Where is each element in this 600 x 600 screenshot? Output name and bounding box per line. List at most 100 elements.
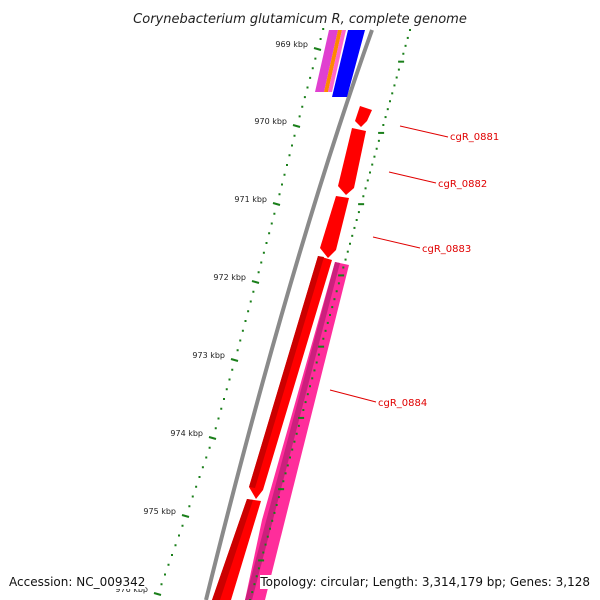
scale-dot (239, 339, 242, 342)
scale-dot (257, 271, 260, 274)
outer-scale-dot (295, 432, 298, 435)
outer-scale-dot (297, 424, 300, 427)
scale-dot (288, 154, 291, 157)
kbp-tick (230, 358, 239, 362)
outer-scale-dot (337, 282, 340, 285)
outer-scale-dot (324, 329, 327, 332)
outer-scale-dot (351, 234, 354, 237)
outer-scale-dot (404, 44, 407, 47)
outer-scale-dot (395, 76, 398, 79)
outer-scale-dot (291, 448, 294, 451)
gene-arrow (355, 106, 372, 127)
kbp-tick (181, 514, 190, 518)
scale-dot (306, 86, 309, 89)
scale-dot (286, 164, 288, 166)
outer-scale-dot (306, 393, 309, 396)
outer-scale-dot (264, 543, 267, 546)
outer-scale-dot (251, 591, 254, 594)
outer-scale-dot (402, 52, 405, 55)
outer-scale-dot (371, 163, 374, 166)
gene-arrow (320, 196, 349, 258)
outer-scale-tick (398, 60, 405, 63)
scale-dot (260, 261, 263, 264)
kbp-tick (251, 280, 260, 284)
gene-label: cgR_0884 (378, 398, 427, 409)
kbp-tick (153, 592, 162, 596)
outer-scale-tick (298, 416, 305, 419)
scale-dot (309, 76, 312, 79)
scale-dot (223, 398, 225, 400)
outer-scale-dot (257, 567, 260, 570)
kbp-tick (208, 436, 217, 440)
scale-dot (291, 144, 293, 147)
scale-dot (268, 232, 271, 235)
forward-genes (212, 106, 372, 600)
gene-label: cgR_0881 (450, 132, 499, 143)
kbp-tick-label: 976 kbp (115, 585, 148, 594)
outer-scale-dot (293, 440, 296, 443)
outer-scale-dot (389, 100, 391, 103)
outer-scale-dot (282, 480, 285, 483)
gene-label-leader (399, 125, 449, 138)
gene-arrow-shade (245, 262, 340, 600)
scale-dot (319, 38, 322, 40)
top-features (315, 30, 365, 97)
scale-dot (217, 417, 220, 420)
outer-scale-dot (353, 226, 356, 229)
outer-scale-tick (378, 131, 385, 134)
outer-scale-dot (329, 314, 331, 316)
scale-dot (231, 368, 234, 371)
outer-scale-tick (338, 274, 345, 277)
outer-scale-dot (266, 535, 269, 538)
scale-dot (205, 456, 208, 459)
scale-dot (174, 544, 177, 547)
kbp-tick-label: 969 kbp (275, 40, 308, 49)
outer-scale-dot (315, 361, 318, 364)
outer-scale-dot (322, 337, 325, 340)
scale-dot (278, 193, 281, 196)
scale-dot (281, 183, 283, 186)
outer-scale-dot (391, 92, 394, 95)
scale-dot (236, 349, 239, 352)
outer-scale-dot (344, 258, 347, 261)
outer-scale-dot (366, 179, 369, 182)
scale-dot (311, 67, 314, 70)
scale-dot (298, 115, 301, 118)
outer-scale-dot (335, 290, 338, 293)
gene-arrow-shade (212, 499, 253, 600)
scale-dot (249, 300, 252, 303)
outer-scale-dot (393, 84, 396, 87)
reverse-genes (245, 262, 349, 600)
scale-dot (303, 96, 306, 99)
gene-label: cgR_0882 (438, 179, 487, 190)
outer-scale-dot (364, 187, 367, 190)
scale-dot (160, 583, 163, 586)
outer-scale-dot (362, 195, 365, 198)
gene-label-leader (329, 389, 377, 403)
kbp-tick (292, 124, 301, 128)
genome-summary: Topology: circular; Length: 3,314,179 bp… (260, 575, 590, 589)
outer-scale-tick (318, 345, 325, 348)
outer-scale-dot (313, 369, 316, 372)
outer-scale-dot (409, 29, 411, 31)
outer-scale-dot (382, 124, 385, 126)
outer-scale-dot (302, 409, 305, 411)
outer-scale-tick (278, 488, 285, 491)
outer-scale-dot (375, 147, 378, 150)
outer-scale-dot (275, 504, 278, 506)
scale-dot (220, 407, 223, 410)
outer-scale-dot (377, 139, 380, 142)
outer-scale-dot (369, 171, 371, 174)
scale-dot (225, 388, 228, 391)
blue-feature (332, 30, 365, 97)
gene-labels: cgR_0881 cgR_0882 cgR_0883 cgR_0884 (329, 125, 499, 409)
kbp-tick-label: 975 kbp (143, 507, 176, 516)
scale-dot (314, 57, 317, 60)
outer-scale-dot (289, 456, 291, 459)
kbp-tick-label: 972 kbp (213, 273, 246, 282)
outer-scale-dot (355, 219, 358, 221)
kbp-tick-label: 974 kbp (170, 429, 203, 438)
gene-label-leader (388, 171, 437, 184)
outer-scale-dot (397, 68, 400, 71)
orange-feature (324, 30, 342, 92)
